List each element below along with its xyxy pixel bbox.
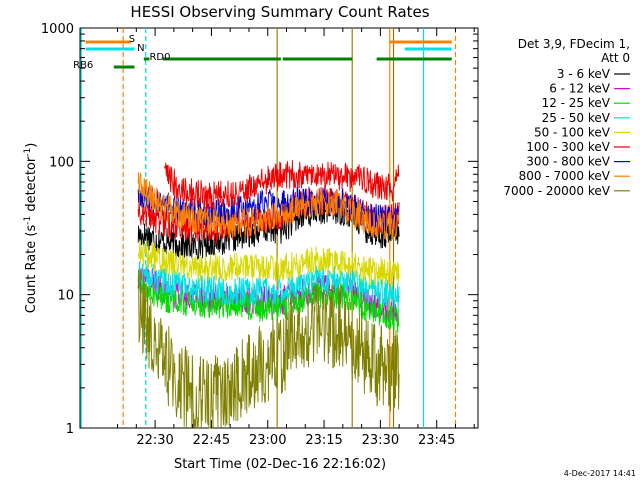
legend-entry-label: 3 - 6 keV bbox=[557, 67, 611, 81]
x-tick-label: 23:30 bbox=[362, 433, 399, 448]
y-tick-label: 1000 bbox=[41, 22, 74, 37]
flag-label: S bbox=[129, 34, 135, 45]
y-tick-label: 100 bbox=[49, 155, 74, 170]
legend-entry-label: 300 - 800 keV bbox=[526, 155, 610, 169]
x-tick-label: 22:45 bbox=[193, 433, 230, 448]
y-tick-label: 1 bbox=[66, 422, 74, 437]
legend-entry-label: 6 - 12 keV bbox=[549, 82, 611, 96]
legend-header: Att 0 bbox=[601, 51, 630, 65]
axes: 22:30 22:45 23:00 23:15 23:30 23:45 1 10 100 1000 bbox=[41, 22, 478, 448]
x-tick-label: 22:30 bbox=[136, 433, 173, 448]
y-axis-label: Count Rate (s-1 detector-1) bbox=[23, 143, 39, 314]
plot-frame bbox=[79, 27, 479, 429]
legend-header: Det 3,9, FDecim 1, bbox=[518, 37, 630, 51]
legend-entry-label: 7000 - 20000 keV bbox=[503, 184, 610, 198]
flag-bars: SN RD0 RB6 bbox=[73, 34, 452, 71]
y-tick-label: 10 bbox=[57, 289, 74, 304]
x-tick-label: 23:00 bbox=[249, 433, 286, 448]
series-line bbox=[164, 160, 400, 210]
plot-border bbox=[79, 27, 479, 429]
series-line bbox=[137, 269, 400, 429]
legend-entry-label: 50 - 100 keV bbox=[534, 125, 611, 139]
legend-entry-label: 12 - 25 keV bbox=[542, 96, 611, 110]
series-lines bbox=[137, 160, 400, 429]
legend-entry-label: 100 - 300 keV bbox=[526, 140, 610, 154]
series-line bbox=[137, 239, 400, 287]
x-tick-label: 23:45 bbox=[418, 433, 455, 448]
footer-date: 4-Dec-2017 14:41 bbox=[564, 469, 636, 478]
flag-label: N bbox=[137, 43, 144, 54]
flag-label: RB6 bbox=[73, 60, 93, 71]
series-line bbox=[137, 270, 400, 334]
legend-entry-label: 25 - 50 keV bbox=[542, 111, 611, 125]
legend-entry-label: 800 - 7000 keV bbox=[519, 169, 611, 183]
x-tick-label: 23:15 bbox=[305, 433, 342, 448]
chart-title: HESSI Observing Summary Count Rates bbox=[130, 3, 429, 21]
series-line bbox=[137, 171, 400, 241]
x-axis-label: Start Time (02-Dec-16 22:16:02) bbox=[174, 457, 386, 472]
flag-label: RD0 bbox=[149, 52, 170, 63]
